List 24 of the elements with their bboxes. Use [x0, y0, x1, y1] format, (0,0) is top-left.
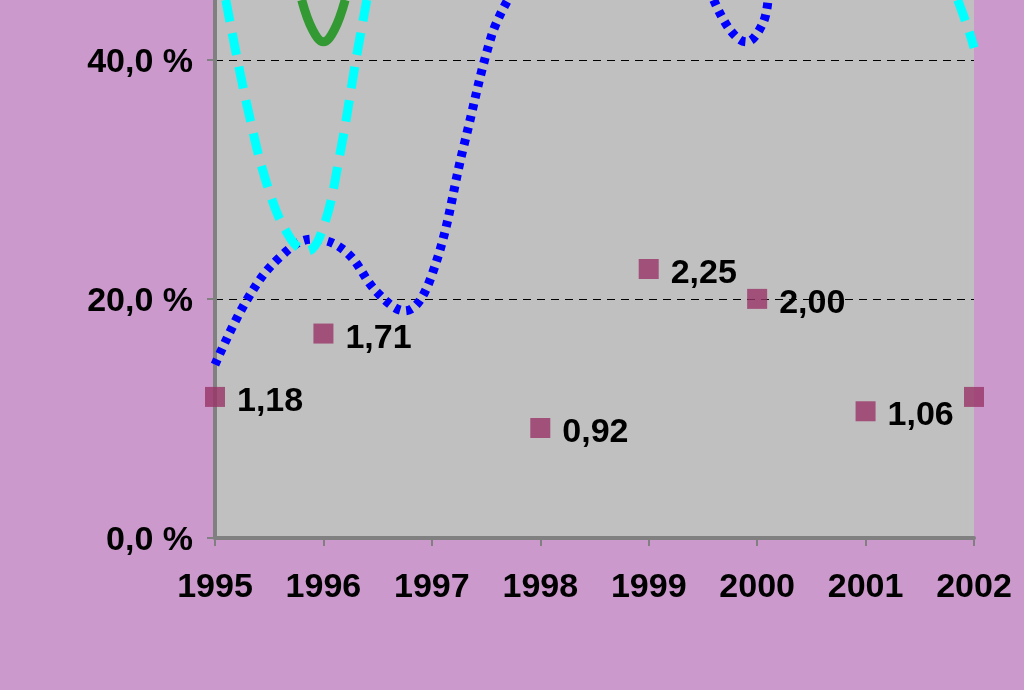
- annotation: 0,92: [562, 411, 629, 450]
- x-tick-label: 2002: [936, 566, 1012, 604]
- annotation: 2,00: [779, 281, 846, 320]
- x-tick-label: 1996: [285, 566, 362, 604]
- annotation: 1,18: [237, 379, 304, 418]
- point: [530, 418, 551, 439]
- point: [313, 323, 334, 344]
- y-tick-label: 0,0 %: [106, 519, 193, 557]
- y-tick-label: 40,0 %: [87, 40, 193, 79]
- x-tick-label: 2000: [719, 566, 795, 604]
- annotation: 2,25: [670, 252, 737, 290]
- annotation: 1,71: [345, 316, 412, 355]
- point: [638, 259, 659, 279]
- point: [964, 386, 984, 407]
- point: [855, 401, 876, 422]
- point: [747, 288, 768, 309]
- x-tick-label: 1999: [610, 566, 687, 604]
- x-tick-label: 1998: [502, 566, 579, 604]
- point: [205, 386, 225, 407]
- x-tick-label: 1997: [394, 566, 470, 604]
- x-tick-label: 2001: [827, 566, 904, 604]
- x-tick-label: 1995: [177, 566, 253, 604]
- annotation: 1,06: [887, 394, 954, 433]
- y-tick-label: 20,0 %: [87, 279, 193, 318]
